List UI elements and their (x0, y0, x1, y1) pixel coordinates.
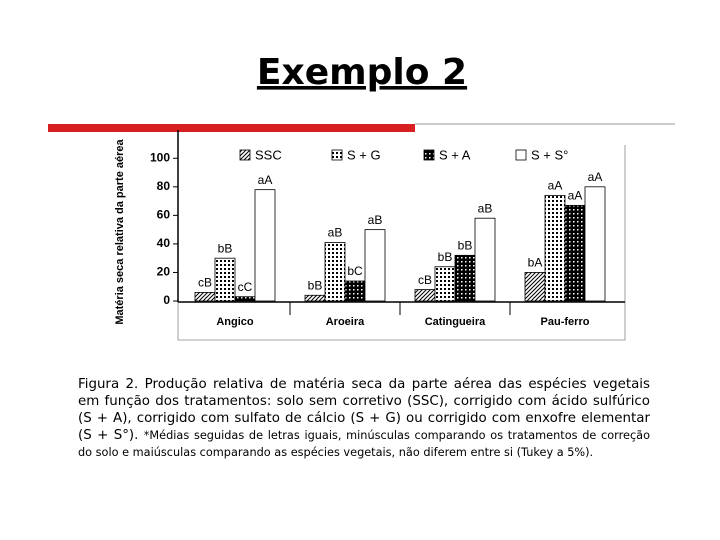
y-axis-label: Matéria seca relativa da parte aérea (114, 138, 126, 324)
bar-letter: aA (568, 189, 583, 203)
bar (254, 189, 276, 302)
x-tick-label: Aroeira (326, 316, 365, 328)
y-tick-label: 100 (150, 150, 170, 164)
bar-letter: aA (258, 173, 273, 187)
bar-letter: cB (198, 276, 212, 290)
bar (304, 294, 326, 302)
bar (524, 272, 546, 302)
x-tick-label: Angico (216, 316, 254, 328)
bar-letter: bB (218, 241, 233, 255)
legend-swatch (239, 149, 251, 161)
y-tick-label: 0 (163, 293, 170, 307)
bar (364, 229, 386, 302)
bar-letter: aB (368, 213, 383, 227)
bar (564, 204, 586, 302)
x-tick-label: Pau-ferro (541, 316, 590, 328)
legend-swatch (331, 149, 343, 161)
frame (177, 145, 626, 341)
y-tick-label: 20 (157, 265, 171, 279)
bar-letter: cC (238, 280, 253, 294)
y-tick-label: 80 (157, 179, 171, 193)
y-tick-label: 60 (157, 208, 171, 222)
caption: Figura 2. Produção relativa de matéria s… (78, 376, 650, 461)
legend-swatch (515, 149, 527, 161)
bar-letter: aB (328, 226, 343, 240)
legend-label: S + G (347, 147, 381, 162)
bar (234, 296, 256, 302)
bar-letter: bB (438, 250, 453, 264)
chart: Exemplo 2 Matéria seca relativa da parte… (48, 52, 675, 341)
legend-label: SSC (255, 147, 282, 162)
bar (194, 292, 216, 302)
legend-label: S + S° (531, 147, 568, 162)
bar (544, 194, 566, 302)
bar (414, 289, 436, 302)
note-text: *Médias seguidas de letras iguais, minús… (78, 429, 650, 459)
x-tick-label: Catingueira (425, 316, 486, 328)
y-tick-label: 40 (157, 236, 171, 250)
slide-title: Exemplo 2 (257, 52, 467, 93)
bar-letter: cB (418, 273, 432, 287)
bar (584, 186, 606, 302)
bar (324, 242, 346, 302)
accent-bar (48, 124, 415, 132)
bar-letter: aA (588, 170, 603, 184)
legend-label: S + A (439, 147, 471, 162)
bar (434, 266, 456, 302)
bar (454, 254, 476, 302)
bar-letter: bB (458, 238, 473, 252)
bar-letter: aB (478, 201, 493, 215)
caption-text: Figura 2. Produção relativa de matéria s… (78, 377, 650, 443)
bar-letter: bC (347, 264, 363, 278)
bar (344, 280, 366, 302)
bar-letter: aA (548, 179, 563, 193)
bar-letter: bA (528, 256, 543, 270)
bar (214, 257, 236, 302)
bar (474, 217, 496, 302)
bar-letter: bB (308, 278, 323, 292)
legend-swatch (423, 149, 435, 161)
